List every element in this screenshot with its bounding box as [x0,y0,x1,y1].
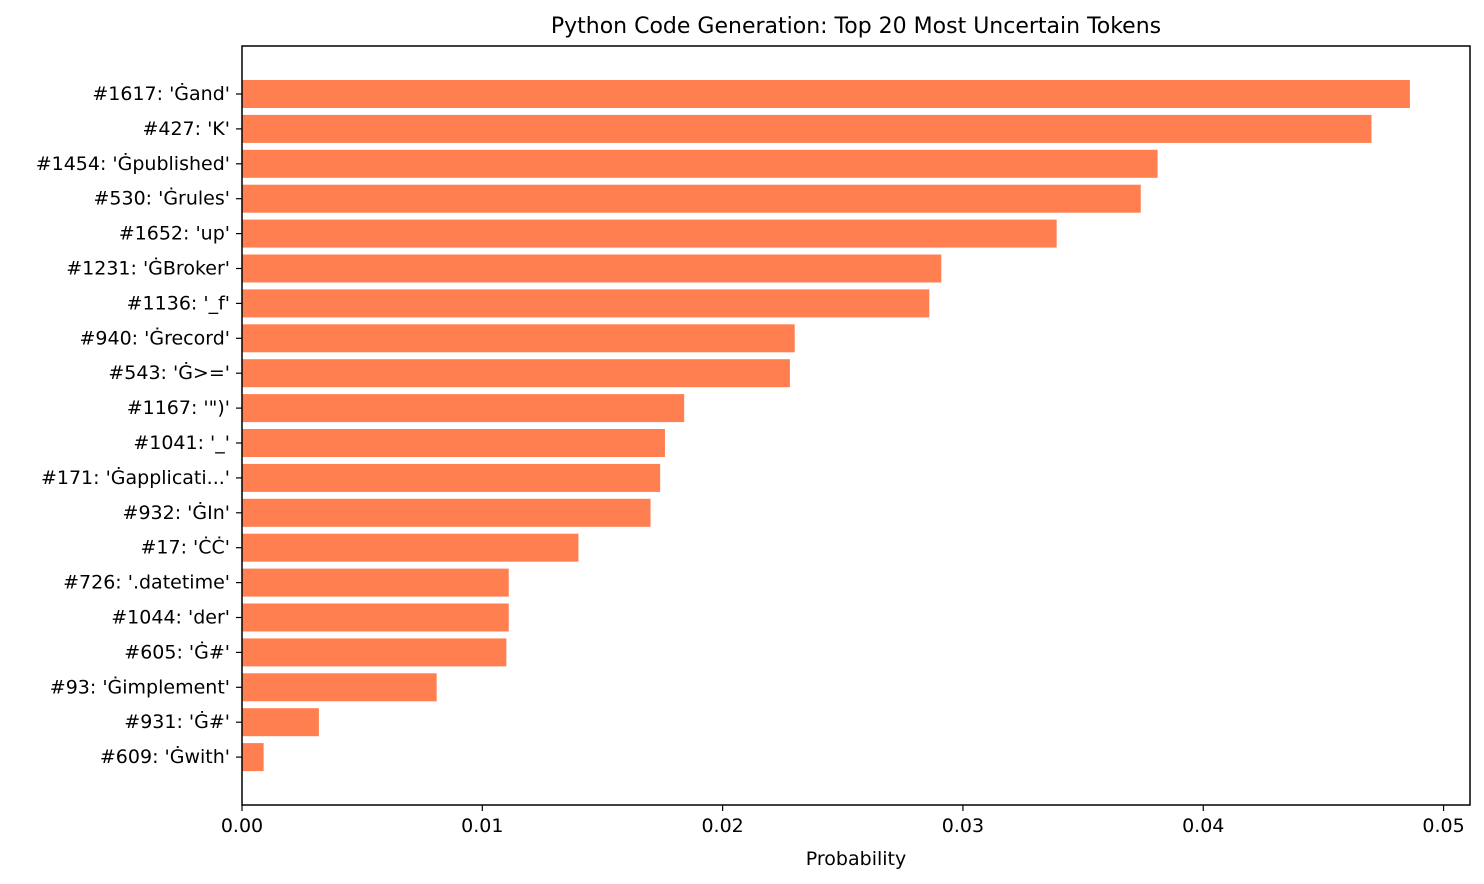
y-tick-label: #530: 'Ġrules' [93,187,230,210]
bar [242,568,509,597]
x-tick-label: 0.00 [221,815,263,837]
bar [242,149,1158,178]
x-axis-ticks: 0.00 0.01 0.02 0.03 0.04 0.05 [221,805,1465,837]
x-tick-label: 0.01 [461,815,503,837]
bar [242,638,507,667]
y-tick-label: #543: 'Ġ>=' [108,361,230,384]
y-tick-label: #605: 'Ġ#' [124,640,230,663]
bar [242,743,264,772]
bar [242,673,437,702]
y-tick-label: #931: 'Ġ#' [124,710,230,733]
bar [242,324,795,353]
y-tick-label: #1136: '_f' [127,292,230,314]
bar [242,394,685,423]
y-tick-label: #726: '.datetime' [63,572,230,594]
y-tick-label: #932: 'ĠIn' [123,501,230,524]
y-axis-ticks: #1617: 'Ġand' #427: 'K' #1454: 'Ġpublished… [36,82,242,768]
y-tick-label: #1454: 'Ġpublished' [36,152,230,175]
x-axis-label: Probability [806,848,906,870]
bar [242,114,1372,143]
y-tick-label: #1617: 'Ġand' [92,82,230,105]
bars-group [242,80,1410,772]
bar [242,219,1057,248]
chart-title: Python Code Generation: Top 20 Most Unce… [551,14,1161,39]
y-tick-label: #940: 'Ġrecord' [80,326,231,349]
y-tick-label: #1167: '")' [127,397,230,419]
y-tick-label: #93: 'Ġimplement' [50,675,230,698]
bar [242,603,509,632]
x-tick-label: 0.05 [1422,815,1464,837]
bar [242,184,1141,213]
y-tick-label: #1231: 'ĠBroker' [66,257,230,280]
y-tick-label: #17: 'ĊĊ' [140,536,230,559]
y-tick-label: #1652: 'up' [119,223,230,245]
y-tick-label: #1041: '_' [133,432,230,454]
y-tick-label: #609: 'Ġwith' [100,745,230,768]
plot-frame [241,45,1471,806]
y-tick-label: #1044: 'der' [111,607,230,629]
bar [242,498,651,527]
bar [242,80,1410,108]
y-tick-label: #427: 'K' [142,118,230,140]
bar [242,429,665,457]
bar [242,463,661,492]
x-tick-label: 0.03 [942,815,984,837]
bar [242,533,579,562]
y-tick-label: #171: 'Ġapplicati...' [41,466,230,489]
x-tick-label: 0.02 [701,815,743,837]
x-tick-label: 0.04 [1182,815,1224,837]
bar [242,289,930,318]
bar [242,359,790,388]
bar [242,708,319,737]
bar [242,254,942,283]
